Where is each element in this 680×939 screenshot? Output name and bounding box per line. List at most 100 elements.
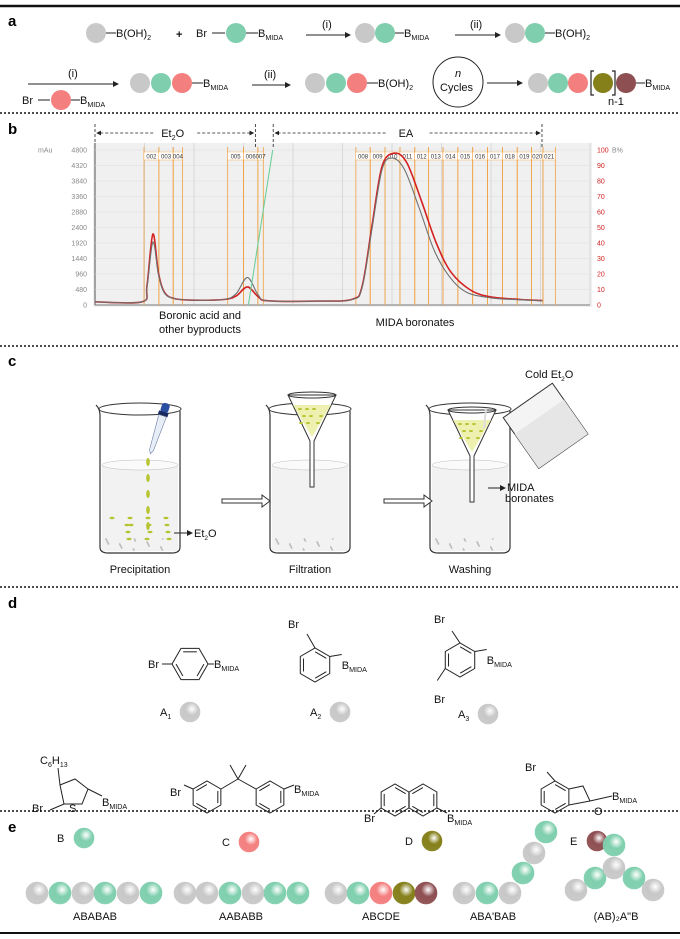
falling-drop bbox=[146, 522, 150, 530]
panel-e-sequences: ABABAB AABABB ABCDE ABA'BAB (AB)₂A"B bbox=[25, 820, 665, 923]
sphere-A bbox=[522, 841, 546, 865]
dropper-collar bbox=[157, 410, 169, 418]
y-left-axis-label: mAu bbox=[38, 148, 53, 155]
y-right-tick-label: 80 bbox=[597, 179, 605, 186]
annotation-boronic-acid: Boronic acid and bbox=[159, 310, 241, 322]
fraction-label: 011 bbox=[403, 154, 413, 160]
panel-label-d: d bbox=[8, 595, 17, 612]
unit-circle-B bbox=[525, 23, 545, 43]
sphere-B bbox=[622, 866, 646, 890]
panel-label-a: a bbox=[8, 13, 17, 30]
y-left-tick-label: 2400 bbox=[71, 225, 87, 232]
bracket-close bbox=[612, 70, 616, 96]
bmida-label-sub: MIDA bbox=[619, 797, 637, 805]
solid-particle bbox=[479, 430, 483, 432]
ring bbox=[299, 647, 331, 683]
sphere-B bbox=[73, 827, 95, 849]
bond-line bbox=[49, 803, 65, 811]
unit-circle-A bbox=[130, 73, 150, 93]
fraction-label: 007 bbox=[256, 154, 267, 160]
fraction-label: 013 bbox=[431, 154, 442, 160]
fraction-label: 016 bbox=[475, 154, 486, 160]
precipitate-dot bbox=[148, 545, 151, 547]
funnel-solid bbox=[293, 405, 331, 437]
fraction-label: 021 bbox=[544, 154, 555, 160]
precipitate-dot bbox=[464, 540, 467, 542]
hexyl-label: C6H13 bbox=[40, 755, 68, 769]
pour-stream bbox=[483, 407, 487, 429]
block-label: A3 bbox=[458, 709, 469, 723]
bmida-label-sub: MIDA bbox=[411, 34, 429, 42]
sequence-5: (AB)₂A"B bbox=[564, 833, 665, 923]
solid-particle bbox=[462, 430, 466, 432]
y-left-tick-label: 1920 bbox=[71, 241, 87, 248]
bmida-label-sub: MIDA bbox=[494, 661, 512, 669]
bmida-label: BMIDA bbox=[80, 95, 105, 109]
bond-line bbox=[436, 807, 448, 814]
precipitate-dot bbox=[133, 549, 135, 551]
fraction-label: 010 bbox=[387, 154, 398, 160]
funnel-rim bbox=[447, 406, 497, 414]
block-label: C bbox=[222, 837, 230, 849]
bmida-label-main: B bbox=[487, 655, 494, 667]
beaker-rim bbox=[98, 402, 182, 416]
bond-line bbox=[436, 668, 446, 681]
precipitate-dot bbox=[450, 547, 453, 549]
building-block-A1: Br BMIDA A1 bbox=[148, 647, 239, 723]
bmida-label-main: B bbox=[404, 28, 411, 40]
panel-label-e: e bbox=[8, 819, 16, 836]
bmida-label-main: B bbox=[203, 78, 210, 90]
ring bbox=[171, 647, 209, 681]
bmida-label-main: B bbox=[258, 28, 265, 40]
solid-particle bbox=[472, 423, 476, 425]
sphere-A bbox=[477, 703, 499, 725]
sphere-D bbox=[421, 830, 443, 852]
sphere-B bbox=[602, 833, 626, 857]
falling-drop bbox=[146, 490, 150, 498]
boronic-acid-label-sub: 2 bbox=[409, 84, 413, 92]
precipitate-particle bbox=[126, 537, 132, 541]
y-left-tick-label: 2880 bbox=[71, 210, 87, 217]
precipitate-particle bbox=[163, 516, 169, 520]
sphere-A bbox=[25, 881, 49, 905]
funnel-washing bbox=[447, 406, 497, 503]
precipitate-dot bbox=[318, 545, 320, 547]
cycles-label: Cycles bbox=[440, 82, 474, 94]
double-bond bbox=[196, 663, 205, 677]
bond-line bbox=[589, 795, 613, 802]
bmida-label-sub: MIDA bbox=[652, 84, 670, 92]
fraction-label: 020 bbox=[532, 154, 543, 160]
fraction-label: 005 bbox=[231, 154, 242, 160]
et2o-label-sub: 2 bbox=[204, 535, 208, 542]
sphere-B bbox=[263, 881, 287, 905]
solid-particle bbox=[469, 430, 473, 432]
unit-circle-A bbox=[86, 23, 106, 43]
block-label: A1 bbox=[160, 707, 171, 721]
step-i-label: (i) bbox=[68, 68, 78, 80]
precipitate-dot bbox=[437, 543, 440, 545]
precipitate-dot bbox=[277, 543, 280, 545]
building-block-E: O Br BMIDA E bbox=[525, 762, 637, 852]
bond-line bbox=[283, 784, 295, 790]
dropper-icon bbox=[149, 402, 170, 455]
building-block-A2: Br BMIDA A2 bbox=[288, 619, 367, 723]
double-bond bbox=[314, 671, 327, 679]
precipitate-particle bbox=[147, 530, 153, 534]
bond-line bbox=[474, 649, 487, 652]
et2o-label: Et2O bbox=[194, 528, 217, 542]
falling-drop bbox=[146, 506, 150, 514]
unit-circle-A bbox=[305, 73, 325, 93]
y-right-tick-label: 50 bbox=[597, 225, 605, 232]
double-bond bbox=[314, 651, 327, 659]
double-bond bbox=[459, 646, 472, 654]
double-bond bbox=[554, 802, 566, 810]
boronic-acid-label: B(OH)2 bbox=[555, 28, 590, 42]
building-block-D: Br BMIDA D bbox=[364, 783, 472, 852]
boronates-label: boronates bbox=[505, 493, 554, 505]
bmida-label: BMIDA bbox=[487, 655, 512, 669]
sphere-E bbox=[414, 881, 438, 905]
solid-particle bbox=[312, 408, 316, 410]
boronic-acid-label-sub: 2 bbox=[586, 34, 590, 42]
br-label: Br bbox=[32, 803, 43, 815]
step-ii-label: (ii) bbox=[264, 69, 276, 81]
